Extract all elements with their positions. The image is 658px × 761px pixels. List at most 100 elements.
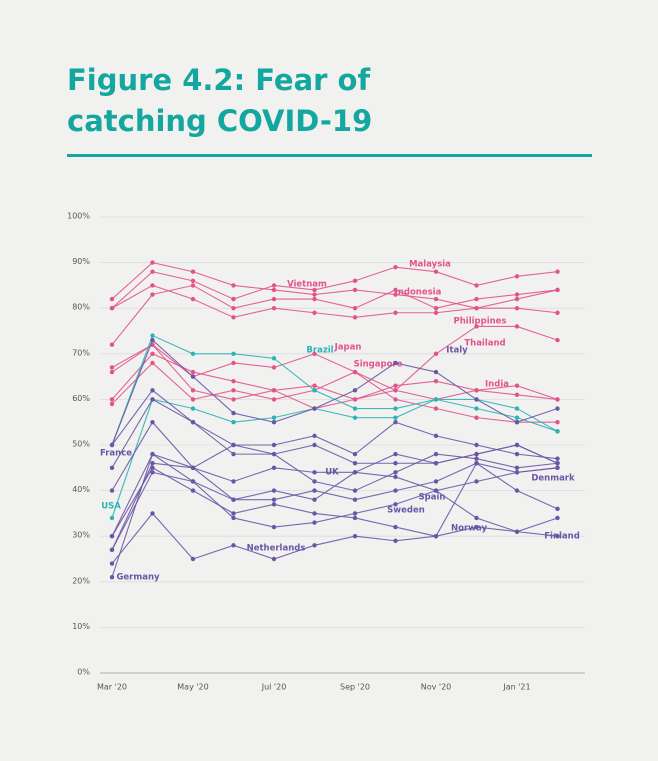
data-point	[312, 488, 317, 493]
data-point	[474, 451, 479, 457]
data-point	[514, 274, 520, 279]
series-line	[111, 398, 558, 469]
data-point	[393, 538, 398, 543]
data-point	[474, 479, 479, 484]
series-label: France	[100, 449, 132, 459]
data-point	[231, 296, 236, 302]
data-point	[271, 388, 277, 393]
data-point	[352, 511, 358, 516]
data-point	[393, 488, 398, 493]
data-point	[555, 406, 560, 411]
data-point	[393, 397, 398, 402]
y-tick-label: 10%	[72, 622, 90, 631]
data-point	[514, 465, 520, 470]
data-point	[312, 351, 317, 356]
data-point	[555, 456, 560, 461]
series-line	[111, 266, 558, 309]
data-point	[109, 401, 115, 407]
x-tick-label: Jan '21	[502, 683, 530, 692]
data-point	[393, 474, 398, 480]
data-point	[393, 451, 398, 457]
data-point	[433, 306, 439, 311]
data-point	[474, 306, 479, 311]
title-rule	[67, 154, 592, 157]
data-point	[474, 296, 479, 302]
data-point	[352, 369, 358, 375]
data-point	[555, 429, 560, 434]
data-point	[150, 451, 155, 457]
data-point	[150, 388, 155, 393]
data-point	[555, 506, 560, 512]
data-point	[231, 315, 236, 320]
data-point	[271, 397, 277, 402]
data-point	[514, 420, 520, 425]
data-point	[271, 365, 277, 370]
data-point	[231, 397, 236, 402]
series-label: Sweden	[387, 506, 425, 516]
data-point	[514, 296, 520, 302]
data-point	[231, 420, 236, 425]
data-point	[312, 442, 317, 448]
series-line	[111, 444, 558, 551]
data-point	[109, 534, 115, 539]
series-line	[111, 343, 558, 400]
data-point	[109, 488, 115, 493]
data-point	[555, 310, 560, 315]
data-point	[190, 420, 196, 425]
series-label: Denmark	[531, 474, 575, 484]
data-point	[352, 415, 358, 420]
data-point	[190, 556, 196, 562]
data-point	[231, 511, 236, 516]
data-point	[190, 406, 196, 411]
data-point	[393, 388, 398, 393]
data-point	[312, 383, 317, 388]
data-point	[150, 260, 155, 265]
data-point	[433, 351, 439, 356]
series-line	[111, 453, 558, 578]
data-point	[352, 397, 358, 402]
data-point	[312, 296, 317, 302]
data-point	[474, 388, 479, 393]
data-point	[312, 479, 317, 484]
data-point	[271, 287, 277, 293]
data-point	[109, 342, 115, 347]
data-point	[433, 269, 439, 274]
data-point	[393, 461, 398, 466]
data-point	[312, 406, 317, 411]
data-point	[271, 420, 277, 425]
series-line	[111, 453, 558, 537]
data-point	[555, 534, 560, 539]
data-point	[433, 461, 439, 466]
data-point	[190, 269, 196, 274]
y-tick-label: 100%	[67, 212, 90, 221]
data-point	[555, 269, 560, 274]
data-point	[312, 287, 317, 293]
data-point	[433, 310, 439, 315]
data-point	[433, 451, 439, 457]
data-point	[109, 306, 115, 311]
data-point	[109, 515, 115, 521]
data-point	[231, 306, 236, 311]
data-point	[555, 465, 560, 470]
data-point	[474, 415, 479, 420]
series-label: Spain	[419, 493, 446, 503]
data-point	[352, 534, 358, 539]
data-point	[393, 524, 398, 530]
data-point	[474, 461, 479, 466]
data-point	[231, 388, 236, 393]
data-point	[352, 461, 358, 466]
data-point	[433, 378, 439, 384]
data-point	[109, 296, 115, 302]
y-tick-label: 60%	[72, 394, 90, 403]
series-label: Germany	[116, 573, 160, 583]
data-point	[271, 356, 277, 361]
data-point	[393, 292, 398, 297]
data-point	[109, 561, 115, 566]
data-point	[555, 287, 560, 293]
data-point	[352, 515, 358, 521]
data-point	[393, 415, 398, 420]
data-point	[393, 360, 398, 366]
data-point	[231, 442, 236, 448]
data-point	[150, 292, 155, 297]
